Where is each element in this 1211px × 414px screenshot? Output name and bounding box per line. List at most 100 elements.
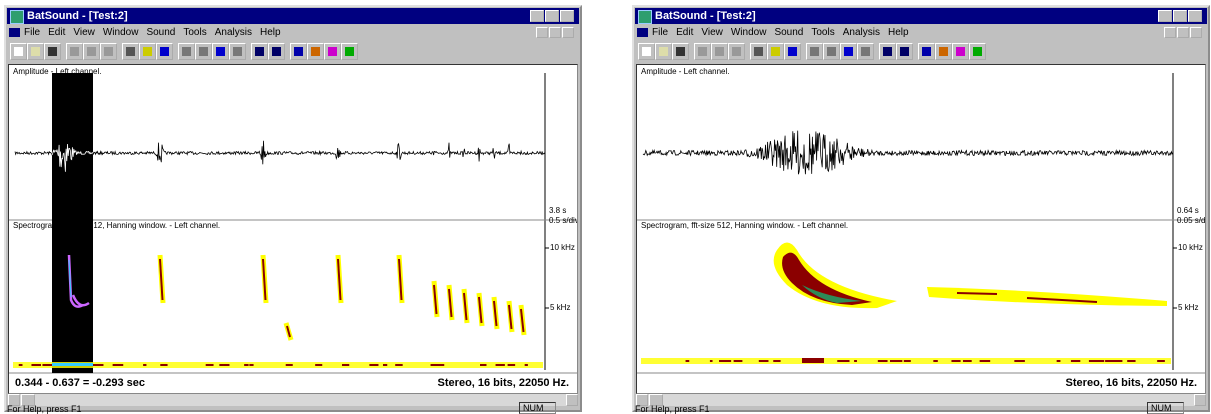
toolbar-button[interactable] [290, 43, 307, 60]
close-button[interactable] [1188, 10, 1202, 22]
toolbar-button[interactable] [840, 43, 857, 60]
doc-minimize-button[interactable] [536, 27, 548, 38]
doc-icon [9, 28, 20, 37]
noise-dot [244, 364, 248, 366]
toolbar-button[interactable] [823, 43, 840, 60]
maximize-button[interactable] [1173, 10, 1187, 22]
toolbar-button[interactable] [212, 43, 229, 60]
toolbar-button[interactable] [918, 43, 935, 60]
maximize-button[interactable] [545, 10, 559, 22]
menu-item[interactable]: View [73, 27, 95, 38]
toolbar-button[interactable] [694, 43, 711, 60]
menu-item[interactable]: Tools [183, 27, 206, 38]
scrollbar[interactable] [636, 394, 1206, 406]
doc-close-button[interactable] [562, 27, 574, 38]
noise-dot [879, 360, 887, 362]
toolbar-icon [160, 47, 169, 56]
menu-item[interactable]: Sound [146, 27, 175, 38]
doc-close-button[interactable] [1190, 27, 1202, 38]
doc-restore-button[interactable] [1177, 27, 1189, 38]
menu-item[interactable]: Help [888, 27, 909, 38]
toolbar-button[interactable] [935, 43, 952, 60]
noise-dot [143, 364, 146, 366]
toolbar-button[interactable] [100, 43, 117, 60]
scroll-right[interactable] [1194, 394, 1206, 406]
toolbar-button[interactable] [66, 43, 83, 60]
noise-dot [734, 360, 743, 362]
time-scale: 0.05 s/div [1177, 216, 1206, 225]
toolbar-button[interactable] [879, 43, 896, 60]
toolbar-icon [956, 47, 965, 56]
toolbar-button[interactable] [638, 43, 655, 60]
toolbar-button[interactable] [711, 43, 728, 60]
toolbar-icon [788, 47, 797, 56]
menu-item[interactable]: Window [103, 27, 139, 38]
toolbar-icon [87, 47, 96, 56]
doc-minimize-button[interactable] [1164, 27, 1176, 38]
toolbar-button[interactable] [952, 43, 969, 60]
toolbar-button[interactable] [229, 43, 246, 60]
menu-item[interactable]: View [701, 27, 723, 38]
toolbar-button[interactable] [672, 43, 689, 60]
doc-icon [637, 28, 648, 37]
minimize-button[interactable] [1158, 10, 1172, 22]
selection [52, 73, 93, 373]
toolbar-icon [922, 47, 931, 56]
toolbar-button[interactable] [767, 43, 784, 60]
freq-tick-label: 5 kHz [550, 303, 570, 312]
toolbar-button[interactable] [806, 43, 823, 60]
toolbar-button[interactable] [728, 43, 745, 60]
toolbar-button[interactable] [44, 43, 61, 60]
toolbar-button[interactable] [784, 43, 801, 60]
toolbar-button[interactable] [969, 43, 986, 60]
menu-item[interactable]: Window [731, 27, 767, 38]
noise-dot [249, 364, 253, 366]
toolbar-icon [861, 47, 870, 56]
status-num: NUM [519, 402, 556, 414]
menu-item[interactable]: File [24, 27, 40, 38]
toolbar-button[interactable] [896, 43, 913, 60]
toolbar-button[interactable] [750, 43, 767, 60]
toolbar-button[interactable] [178, 43, 195, 60]
scrollbar[interactable] [8, 394, 578, 406]
noise-dot [773, 360, 780, 362]
noise-dot [431, 364, 438, 366]
doc-restore-button[interactable] [549, 27, 561, 38]
toolbar-button[interactable] [341, 43, 358, 60]
page: BatSound - [Test:2]FileEditViewWindowSou… [0, 0, 1211, 414]
toolbar-button[interactable] [139, 43, 156, 60]
noise-dot [1116, 360, 1122, 362]
scroll-right[interactable] [566, 394, 578, 406]
menu-item[interactable]: Analysis [843, 27, 880, 38]
toolbar-icon [255, 47, 264, 56]
menu-item[interactable]: Sound [774, 27, 803, 38]
noise-dot [933, 360, 937, 362]
minimize-button[interactable] [530, 10, 544, 22]
toolbar-button[interactable] [655, 43, 672, 60]
toolbar-button[interactable] [122, 43, 139, 60]
toolbar-button[interactable] [251, 43, 268, 60]
menu-item[interactable]: Edit [48, 27, 65, 38]
toolbar-button[interactable] [83, 43, 100, 60]
menu-item[interactable]: Help [260, 27, 281, 38]
toolbar-button[interactable] [268, 43, 285, 60]
toolbar-button[interactable] [10, 43, 27, 60]
noise-dot [315, 364, 322, 366]
toolbar-button[interactable] [27, 43, 44, 60]
toolbar-icon [771, 47, 780, 56]
toolbar-icon [698, 47, 707, 56]
noise-dot [719, 360, 726, 362]
noise-dot [19, 364, 23, 366]
menu-item[interactable]: File [652, 27, 668, 38]
toolbar-button[interactable] [307, 43, 324, 60]
toolbar-button[interactable] [195, 43, 212, 60]
toolbar-icon [216, 47, 225, 56]
status-help: For Help, press F1 [7, 404, 82, 414]
toolbar-button[interactable] [324, 43, 341, 60]
menu-item[interactable]: Analysis [215, 27, 252, 38]
menu-item[interactable]: Edit [676, 27, 693, 38]
close-button[interactable] [560, 10, 574, 22]
menu-item[interactable]: Tools [811, 27, 834, 38]
toolbar-button[interactable] [156, 43, 173, 60]
toolbar-button[interactable] [857, 43, 874, 60]
